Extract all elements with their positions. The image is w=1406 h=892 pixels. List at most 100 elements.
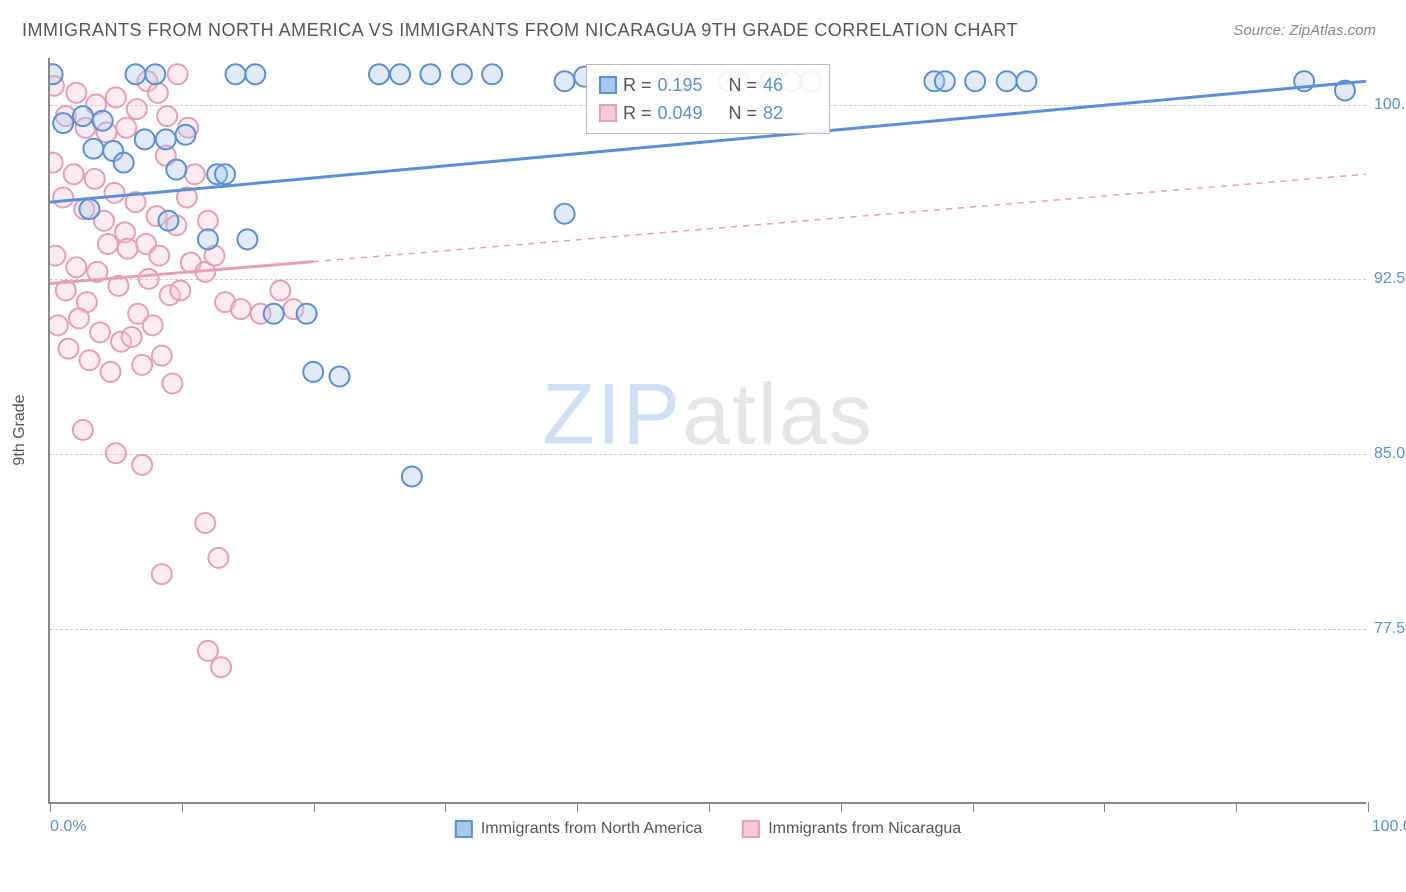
- series-b-point: [101, 362, 121, 382]
- series-b-point: [58, 339, 78, 359]
- swatch-series-b-icon: [599, 104, 617, 122]
- legend-item-a: Immigrants from North America: [455, 820, 702, 838]
- correlation-stats-box: R = 0.195 N = 46 R = 0.049 N = 82: [586, 64, 830, 134]
- series-a-point: [83, 139, 103, 159]
- series-b-point: [211, 657, 231, 677]
- series-b-point: [139, 269, 159, 289]
- series-b-point: [170, 281, 190, 301]
- series-a-point: [482, 64, 502, 84]
- y-tick-label: 77.5%: [1374, 620, 1406, 638]
- series-b-point: [69, 308, 89, 328]
- legend: Immigrants from North America Immigrants…: [455, 820, 961, 838]
- x-tick: [841, 802, 842, 812]
- series-a-point: [303, 362, 323, 382]
- series-b-point: [50, 315, 68, 335]
- series-b-point: [208, 548, 228, 568]
- x-tick: [314, 802, 315, 812]
- series-a-point: [114, 153, 134, 173]
- x-tick: [577, 802, 578, 812]
- y-axis-title: 9th Grade: [11, 394, 29, 465]
- series-a-point: [245, 64, 265, 84]
- stats-row-series-b: R = 0.049 N = 82: [599, 99, 817, 127]
- series-a-point: [1016, 71, 1036, 91]
- series-a-point: [145, 64, 165, 84]
- swatch-series-b-icon: [742, 820, 760, 838]
- series-a-point: [166, 160, 186, 180]
- legend-item-b: Immigrants from Nicaragua: [742, 820, 961, 838]
- series-b-point: [79, 350, 99, 370]
- series-a-point: [965, 71, 985, 91]
- series-a-point: [93, 111, 113, 131]
- series-b-point: [132, 355, 152, 375]
- x-tick: [1104, 802, 1105, 812]
- chart-plot-area: ZIPatlas 77.5%85.0%92.5%100.0% R = 0.195…: [48, 58, 1366, 804]
- series-a-point: [126, 64, 146, 84]
- y-tick-label: 85.0%: [1374, 445, 1406, 463]
- legend-label-a: Immigrants from North America: [481, 820, 702, 838]
- series-b-point: [132, 455, 152, 475]
- series-a-point: [158, 211, 178, 231]
- series-a-point: [198, 229, 218, 249]
- series-a-point: [73, 106, 93, 126]
- series-b-point: [116, 118, 136, 138]
- n-label: N =: [729, 99, 758, 127]
- series-a-point: [156, 129, 176, 149]
- source-link[interactable]: ZipAtlas.com: [1289, 22, 1376, 39]
- series-b-point: [122, 327, 142, 347]
- series-b-point: [53, 188, 73, 208]
- series-b-point: [152, 346, 172, 366]
- series-a-point: [402, 467, 422, 487]
- r-label: R =: [623, 99, 652, 127]
- x-tick: [1368, 802, 1369, 812]
- series-b-point: [73, 420, 93, 440]
- x-tick: [973, 802, 974, 812]
- r-value-a: 0.195: [657, 71, 711, 99]
- swatch-series-a-icon: [599, 76, 617, 94]
- series-b-point: [270, 281, 290, 301]
- legend-label-b: Immigrants from Nicaragua: [768, 820, 961, 838]
- n-value-b: 82: [763, 99, 817, 127]
- series-b-point: [85, 169, 105, 189]
- series-a-point: [330, 367, 350, 387]
- series-a-point: [237, 229, 257, 249]
- series-b-point: [118, 239, 138, 259]
- swatch-series-a-icon: [455, 820, 473, 838]
- series-b-point: [198, 211, 218, 231]
- series-a-point: [420, 64, 440, 84]
- x-tick: [182, 802, 183, 812]
- source-label: Source:: [1233, 22, 1285, 39]
- series-b-point: [106, 88, 126, 108]
- series-b-point: [168, 64, 188, 84]
- series-b-point: [127, 99, 147, 119]
- series-b-point: [198, 641, 218, 661]
- r-value-b: 0.049: [657, 99, 711, 127]
- series-a-point: [264, 304, 284, 324]
- series-b-trendline-extrapolated: [313, 174, 1366, 261]
- series-b-point: [64, 164, 84, 184]
- series-b-point: [152, 564, 172, 584]
- series-a-point: [53, 113, 73, 133]
- series-b-point: [50, 153, 63, 173]
- source-attribution: Source: ZipAtlas.com: [1233, 22, 1376, 39]
- series-b-point: [106, 443, 126, 463]
- x-axis-max-label: 100.0%: [1372, 818, 1406, 836]
- series-b-point: [98, 234, 118, 254]
- series-a-point: [297, 304, 317, 324]
- series-b-point: [162, 374, 182, 394]
- x-tick: [1236, 802, 1237, 812]
- series-a-point: [176, 125, 196, 145]
- series-b-point: [195, 513, 215, 533]
- series-b-point: [148, 83, 168, 103]
- series-b-point: [104, 183, 124, 203]
- series-a-point: [50, 64, 63, 84]
- series-b-point: [157, 106, 177, 126]
- series-a-point: [390, 64, 410, 84]
- x-tick: [445, 802, 446, 812]
- series-a-point: [215, 164, 235, 184]
- y-tick-label: 92.5%: [1374, 270, 1406, 288]
- series-b-point: [185, 164, 205, 184]
- series-a-point: [935, 71, 955, 91]
- series-b-point: [66, 257, 86, 277]
- series-a-point: [226, 64, 246, 84]
- series-a-point: [997, 71, 1017, 91]
